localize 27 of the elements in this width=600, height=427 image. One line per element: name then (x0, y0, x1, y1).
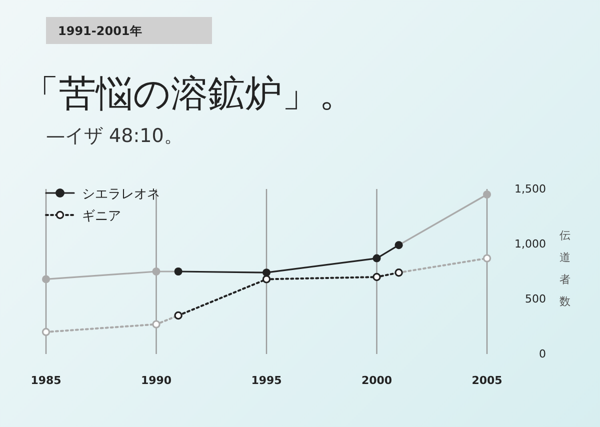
y-tick-label: 1,000 (514, 238, 546, 250)
y-tick-label: 1,500 (514, 182, 546, 196)
legend-label: シエラレオネ (82, 187, 160, 202)
chart-title: 「苦悩の溶鉱炉」。 (22, 72, 356, 115)
point (42, 328, 50, 336)
point (262, 275, 271, 284)
annotation: 1991-2001年 (46, 17, 212, 44)
point (152, 320, 160, 328)
point (372, 272, 381, 282)
x-tick-label: 1995 (251, 374, 282, 387)
y-axis-title: 伝道者数 (560, 229, 570, 308)
point (482, 254, 492, 262)
x-tick-label: 1985 (30, 374, 62, 387)
x-tick-label: 1990 (140, 374, 172, 387)
point (262, 268, 270, 277)
point (152, 268, 160, 276)
point (42, 275, 50, 284)
x-tick-label: 2005 (472, 374, 502, 387)
legend-label: ギニア (82, 209, 121, 224)
point (483, 190, 491, 198)
y-tick-label: 500 (525, 292, 546, 306)
y-tick-label: 0 (539, 348, 546, 360)
legend-item: シエラレオネ (45, 187, 160, 202)
point (372, 254, 381, 262)
legend-item: ギニア (45, 209, 121, 224)
x-tick-label: 2000 (361, 374, 392, 387)
chart-subtitle: —イザ 48:10。 (46, 125, 183, 147)
